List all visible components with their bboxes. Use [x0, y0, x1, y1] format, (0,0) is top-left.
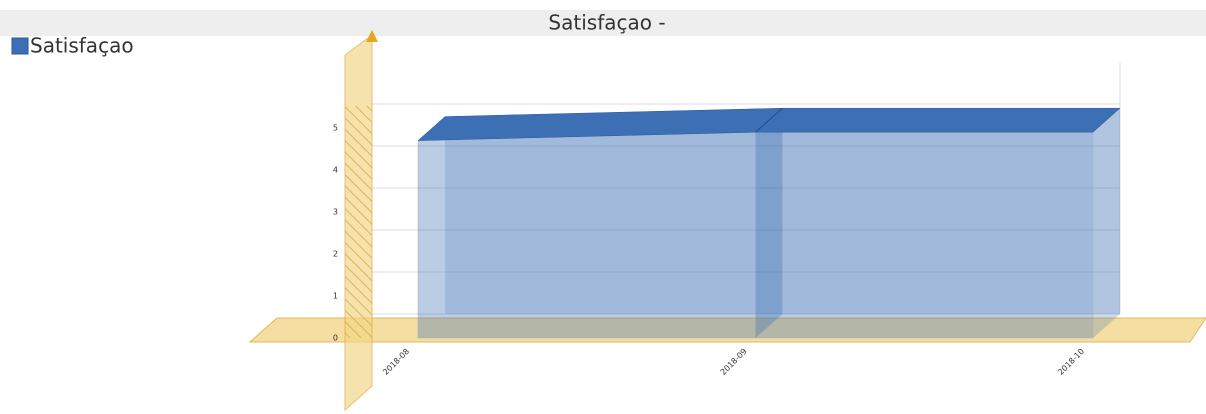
area-front	[417, 131, 1094, 339]
y-tick-label: 5	[333, 124, 338, 133]
y-tick-label: 4	[333, 166, 338, 175]
chart-title: Satisfaçao -	[548, 11, 665, 35]
legend-swatch	[11, 37, 29, 55]
x-tick-label: 2018-09	[719, 347, 749, 377]
y-tick-label: 1	[333, 292, 338, 301]
area-joint	[755, 108, 783, 338]
y-axis-hatch	[345, 106, 372, 338]
area-back	[445, 108, 1120, 314]
y-tick-label: 3	[333, 208, 338, 217]
area-edge	[755, 107, 783, 133]
floor	[248, 317, 1206, 343]
y-tick-label: 0	[333, 334, 338, 343]
area-side	[1093, 108, 1120, 338]
x-tick-label: 2018-10	[1056, 347, 1086, 377]
y-tick-label: 2	[333, 250, 338, 259]
legend-label: Satisfaçao	[30, 34, 134, 58]
title-bar	[0, 10, 1206, 36]
x-tick-label: 2018-08	[381, 347, 411, 377]
y-axis-arrow	[366, 30, 378, 42]
